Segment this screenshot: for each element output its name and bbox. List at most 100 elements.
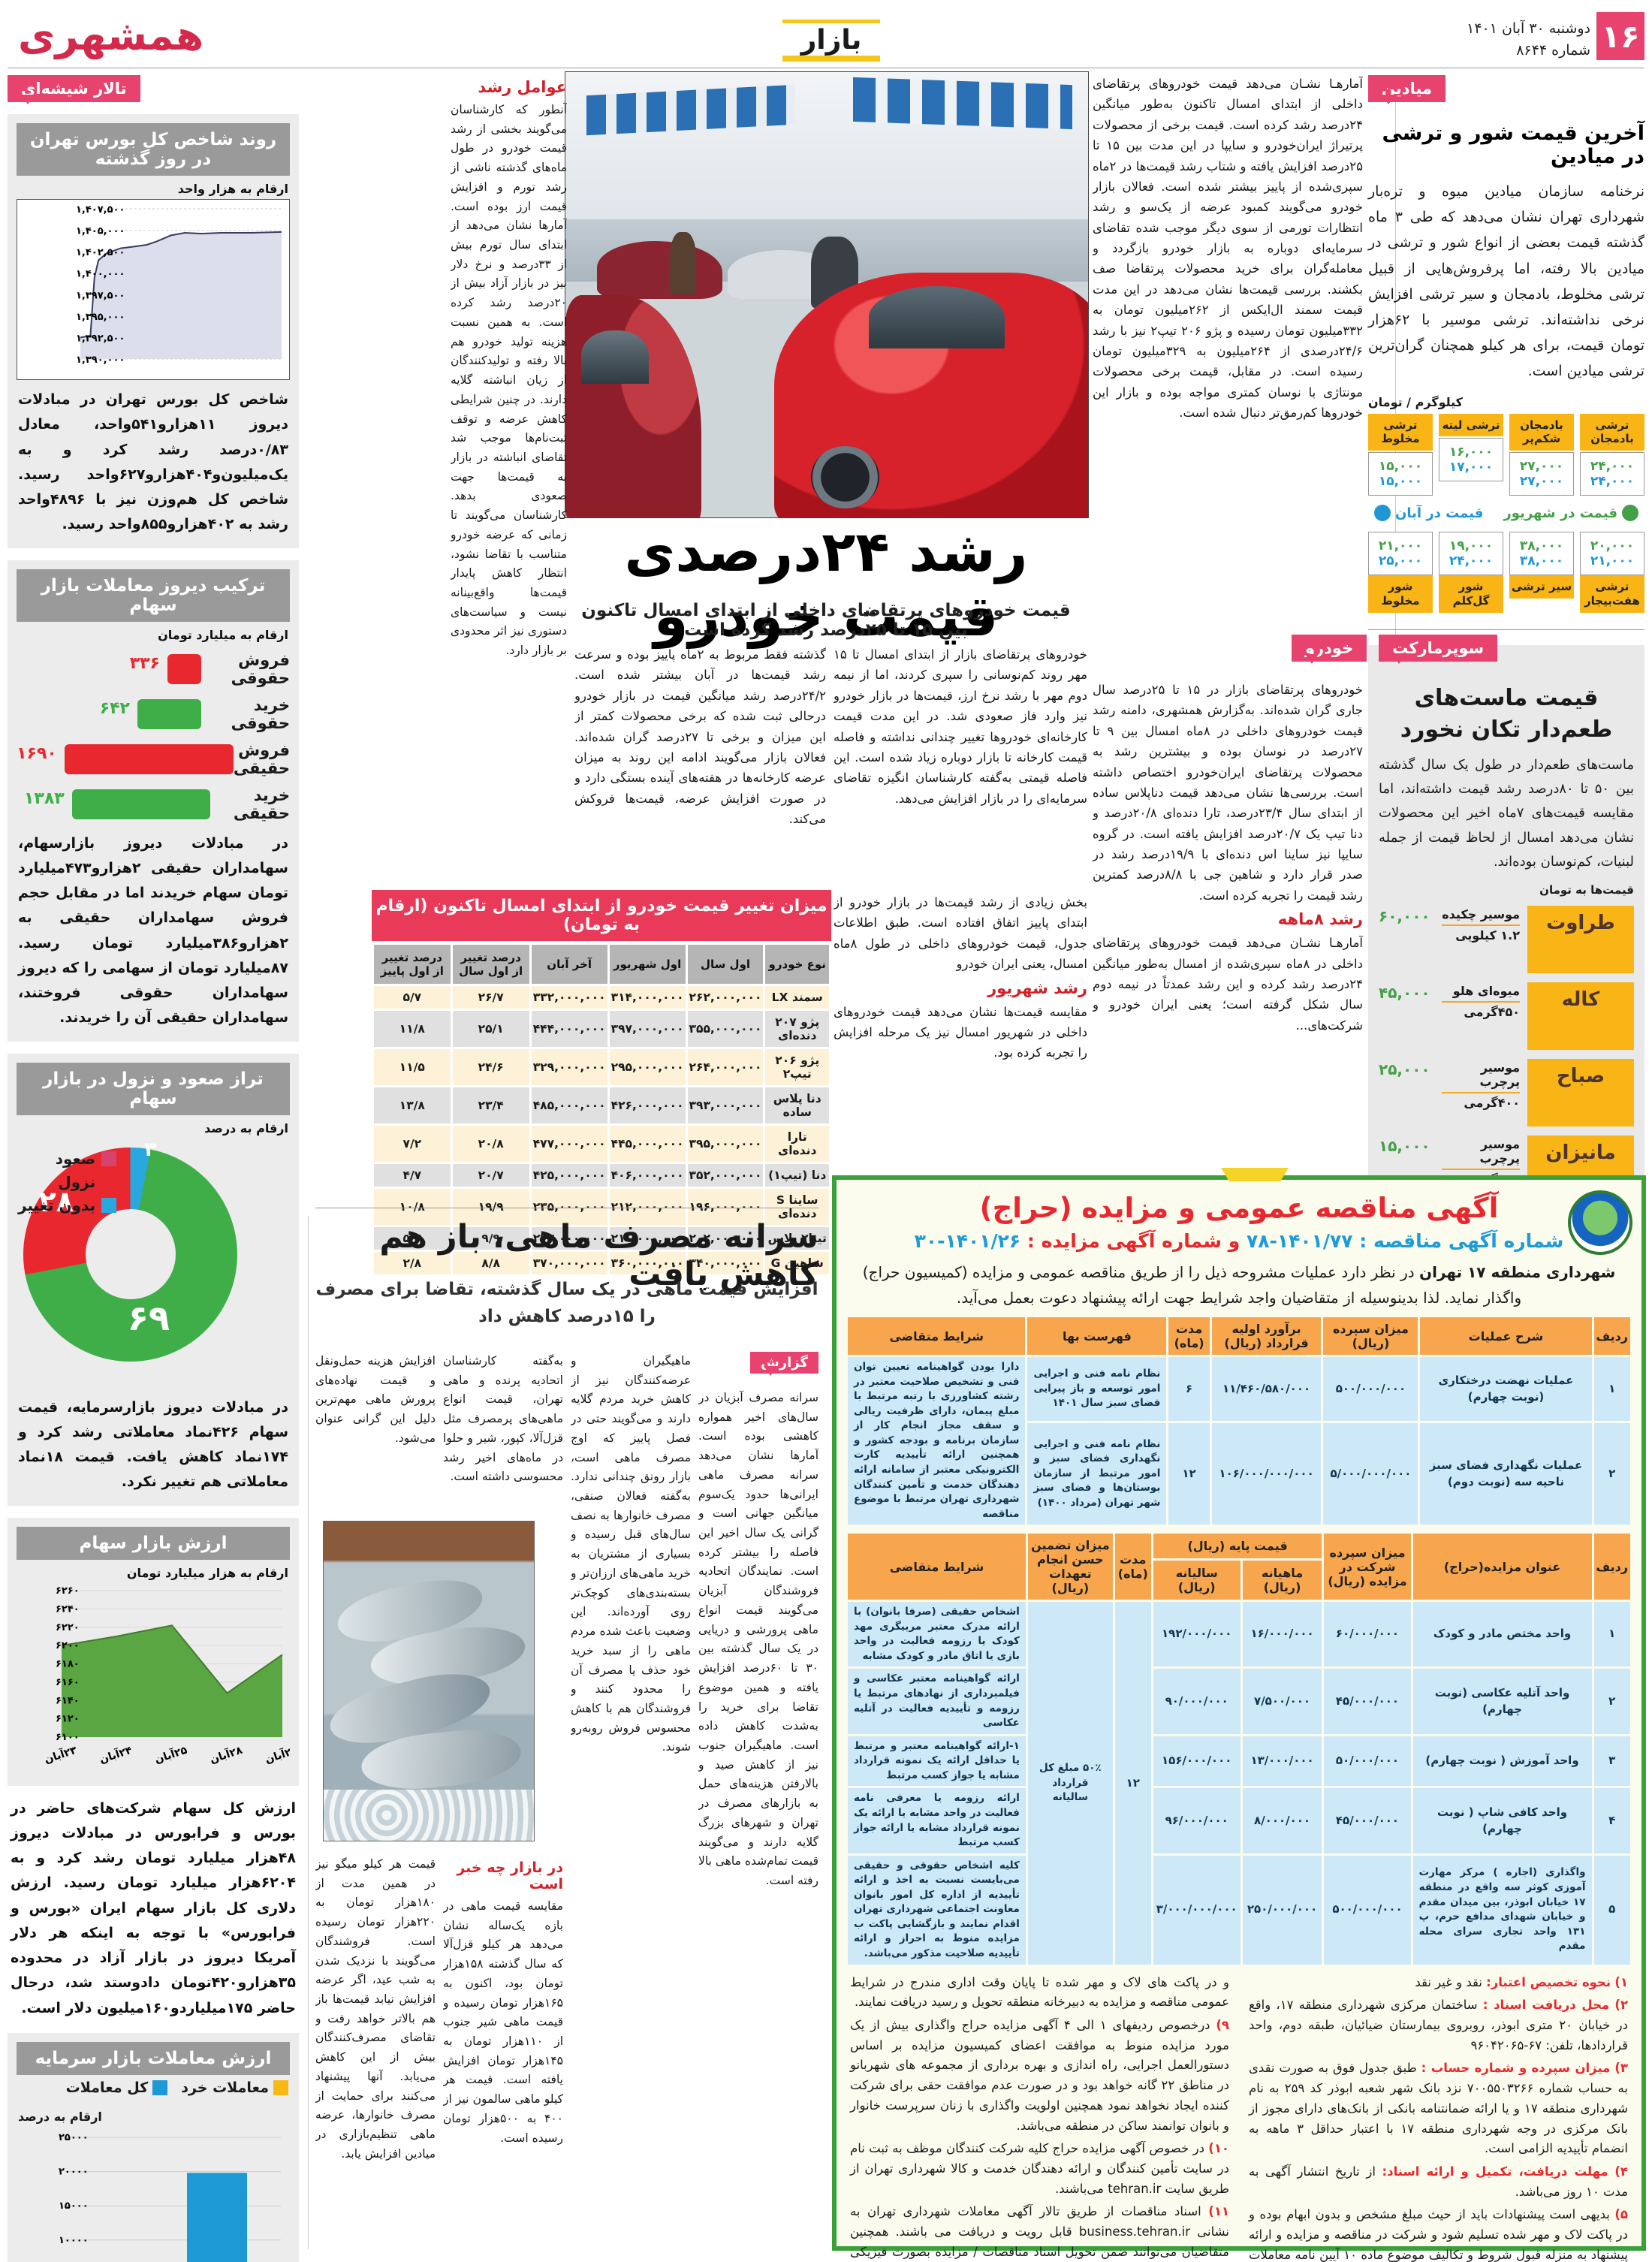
- tag-supermarket: سوپرمارکت: [1379, 634, 1498, 664]
- trades-unit: ارقام به میلیارد تومان: [158, 627, 288, 642]
- car-table-cell: ۲۶۴,۰۰۰,۰۰۰: [687, 1049, 764, 1085]
- legend-aban: قیمت در آبان: [1395, 505, 1484, 521]
- tender-header: شرایط متقاضی: [848, 1317, 1026, 1355]
- auction-cell: ۷/۵۰۰/۰۰۰: [1242, 1669, 1322, 1734]
- market-value-unit: ارقام به هزار میلیارد تومان: [126, 1565, 288, 1580]
- auction-header: عنوان مزایده(حراج): [1412, 1534, 1592, 1600]
- trades-bar-chart: فروش حقوقی ۳۳۶ خرید حقوقی ۶۴۲ فروش حقیقی ۱…: [17, 651, 290, 822]
- fish-column-3-bottom: در بازار چه خبر است مقایسه قیمت ماهی در …: [443, 1855, 563, 2249]
- trade-value-legend: معاملات خرد کل معاملات ارقام به درصد: [18, 2080, 288, 2124]
- pickle-card: ۲۰,۰۰۰ ۲۱,۰۰۰ ترشی هفت‌بیجار: [1580, 530, 1644, 613]
- pickle-card: بادمجان شکم‌پر ۲۷,۰۰۰ ۲۷,۰۰۰: [1509, 413, 1574, 496]
- trade-bar-value: ۱۳۸۳: [24, 789, 65, 808]
- tender-header: مدت (ماه): [1168, 1317, 1210, 1355]
- municipality-ad: آگهی مناقصه عمومی و مزایده (حراج) شماره …: [832, 1168, 1646, 2262]
- auction-cell: ۵: [1593, 1855, 1630, 1965]
- supermarket-lead: ماست‌های طعم‌دار در طول یک سال گذشته بین…: [1379, 756, 1635, 870]
- trade-bar: [137, 698, 201, 729]
- pickle-name: ترشی هفت‌بیجار: [1580, 575, 1644, 613]
- svg-text:۲۰۰۰۰: ۲۰۰۰۰: [59, 2166, 89, 2177]
- tag-meyadin: میادین: [1368, 75, 1446, 104]
- fish-column-3b-text: مقایسه قیمت ماهی در بازه یک‌ساله نشان می…: [443, 1899, 563, 2145]
- pickle-name: شور گل‌کلم: [1439, 575, 1503, 613]
- svg-text:۲۴آبان: ۲۴آبان: [98, 1742, 134, 1766]
- auction-cell: ۵۰/۰۰۰/۰۰۰: [1324, 1736, 1411, 1787]
- section-title: بازار: [782, 20, 880, 62]
- article-column-b1: خودروهای پرتقاضای بازار از ابتدای امسال …: [834, 647, 1087, 806]
- pickle-card: ۱۹,۰۰۰ ۲۴,۰۰۰ شور گل‌کلم: [1439, 530, 1503, 613]
- car-table-cell: ۱۹/۹: [452, 1189, 529, 1225]
- car-table-cell: سمند LX: [765, 986, 829, 1009]
- yogurt-price-list: طراوت موسیر چکیده ۱.۲ کیلویی ۶۰,۰۰۰ کاله …: [1379, 906, 1634, 1204]
- auction-cell: ۸/۰۰۰/۰۰۰: [1242, 1788, 1322, 1853]
- car-table-cell: ۴۰۶,۰۰۰,۰۰۰: [609, 1164, 686, 1187]
- yogurt-price: ۲۵,۰۰۰: [1379, 1060, 1430, 1079]
- pickle-name: ترشی مخلوط: [1368, 413, 1433, 451]
- index-chart-caption: شاخص کل بورس تهران در مبادلات دیروز ۱۱هز…: [18, 391, 288, 533]
- newspaper-logo: همشهری: [18, 12, 205, 59]
- pickle-prices: ۲۴,۰۰۰ ۲۴,۰۰۰: [1580, 452, 1644, 496]
- yogurt-desc: موسیر پرچرب: [1442, 1060, 1520, 1094]
- meyadin-unit: کیلوگرم / تومان: [1368, 394, 1463, 409]
- car-table-cell: دنا پلاس ساده: [765, 1087, 829, 1123]
- car-table-row: شاهین G ۳۴۰,۰۰۰,۰۰۰ ۳۶۰,۰۰۰,۰۰۰ ۳۷۰,۰۰۰,۰۰۰…: [374, 1252, 829, 1274]
- auction-row: ۴ واحد کافی شاپ ( نوبت چهارم) ۴۵/۰۰۰/۰۰۰…: [848, 1788, 1630, 1853]
- subhead-8month: رشد ۸ماهه: [1277, 910, 1363, 929]
- pie-legend-item: صعود: [18, 1150, 117, 1168]
- article-column-b3-text: مقایسه قیمت‌ها نشان می‌دهد قیمت خودروهای…: [834, 1004, 1087, 1060]
- auction-header: ردیف: [1593, 1534, 1630, 1600]
- price-aban: ۲۴,۰۰۰: [1590, 474, 1635, 489]
- legend-square-icon: [273, 2080, 288, 2095]
- svg-text:۱,۳۹۷,۵۰۰: ۱,۳۹۷,۵۰۰: [76, 290, 125, 301]
- car-table-row: دنا پلاس ساده ۳۹۳,۰۰۰,۰۰۰ ۴۲۶,۰۰۰,۰۰۰ ۴۸۵,۰…: [374, 1087, 829, 1123]
- ad-note: ۱) نحوه تخصیص اعتبار: نقد و غیر نقد: [1415, 1974, 1628, 1989]
- auction-cell: ۴۵/۰۰۰/۰۰۰: [1324, 1788, 1411, 1853]
- auction-cell: ۳: [1593, 1736, 1630, 1787]
- svg-text:۲۵۰۰۰: ۲۵۰۰۰: [59, 2132, 89, 2143]
- tender-cell: نظام نامه فنی و اجرایی نگهداری فضای سبز …: [1027, 1423, 1167, 1525]
- rise-fall-donut-chart: ۳ ۶۹ ۲۸ صعود نزول بدون تغییر: [17, 1139, 290, 1388]
- auction-conditions: ارائه گواهینامه معتبر عکاسی و فیلمبرداری…: [848, 1669, 1026, 1734]
- pickle-prices: ۱۹,۰۰۰ ۲۴,۰۰۰: [1439, 532, 1503, 575]
- car-table-header: اول سال: [687, 945, 764, 984]
- car-table-cell: ۱۱/۸: [374, 1011, 451, 1047]
- car-table-row: پژو ۲۰۶ تیپ۲ ۲۶۴,۰۰۰,۰۰۰ ۲۹۵,۰۰۰,۰۰۰ ۳۲۹,۰۰…: [374, 1049, 829, 1085]
- price-september: ۲۰,۰۰۰: [1590, 538, 1635, 553]
- auction-cell: ۹۰/۰۰۰/۰۰۰: [1153, 1669, 1241, 1734]
- car-table-cell: ۳۳۲,۰۰۰,۰۰۰: [531, 986, 607, 1009]
- trade-bar-label: خرید حقوقی: [231, 695, 290, 732]
- ad-note: ۴) مهلت دریافت، تکمیل و ارائه اسناد: از …: [1249, 2164, 1628, 2199]
- ad-auction-no-label: و شماره آگهی مزایده :: [1026, 1230, 1241, 1252]
- pickle-prices: ۲۷,۰۰۰ ۲۷,۰۰۰: [1509, 452, 1574, 496]
- pickle-name: شور مخلوط: [1368, 575, 1433, 613]
- car-table-cell: ۲۳۵,۰۰۰,۰۰۰: [531, 1189, 607, 1225]
- ad-notes: ۱) نحوه تخصیص اعتبار: نقد و غیر نقد ۲) مح…: [850, 1973, 1628, 2262]
- date: دوشنبه ۳۰ آبان ۱۴۰۱: [1467, 20, 1590, 37]
- pickle-card: ۳۸,۰۰۰ ۳۸,۰۰۰ سیر ترشی: [1509, 530, 1574, 613]
- car-table-cell: ۲۶۲,۰۰۰,۰۰۰: [687, 986, 764, 1009]
- pie-legend-item: بدون تغییر: [18, 1196, 117, 1214]
- trade-bar-row: خرید حقوقی ۶۴۲: [17, 696, 290, 732]
- price-aban: ۲۱,۰۰۰: [1590, 553, 1635, 569]
- car-table-cell: ۳۷۰,۰۰۰,۰۰۰: [531, 1252, 607, 1274]
- pickle-name: ترشی بادمجان: [1580, 413, 1644, 451]
- article-headline: رشد ۲۴درصدی قیمت خودرو: [624, 520, 1028, 649]
- car-table-cell: ۲/۸: [374, 1252, 451, 1274]
- trades-title: ترکیب دیروز معاملات بازار سهام: [17, 569, 290, 622]
- pickle-prices: ۳۸,۰۰۰ ۳۸,۰۰۰: [1509, 532, 1574, 575]
- car-table-cell: ۴۷۷,۰۰۰,۰۰۰: [531, 1126, 607, 1162]
- tender-row: ۱ عملیات نهضت درختکاری (نوبت چهارم) ۵۰۰/…: [848, 1357, 1630, 1525]
- auction-cell: ۱۵۶/۰۰۰/۰۰۰: [1153, 1736, 1241, 1787]
- price-september: ۳۸,۰۰۰: [1519, 538, 1564, 553]
- car-table-cell: ۷/۲: [374, 1126, 451, 1162]
- donut-hole: [86, 1208, 176, 1299]
- fish-column-3-top: به‌گفته کارشناسان اتحادیه پرنده و ماهی ت…: [443, 1354, 563, 1484]
- legend-square-icon: [101, 1197, 117, 1213]
- yogurt-item: کاله میوه‌ای هلو ۴۵۰گرمی ۴۵,۰۰۰: [1379, 982, 1634, 1051]
- subhead-growth-factors: عوامل رشد: [478, 78, 567, 96]
- tag-talar: تالار شیشه‌ای: [8, 75, 140, 104]
- auction-conditions: اشخاص حقیقی (صرفا بانوان) با ارائه مدرک …: [848, 1602, 1026, 1667]
- svg-text:۱۰۰۰۰: ۱۰۰۰۰: [59, 2235, 89, 2246]
- column-rule-right: [1395, 75, 1396, 1172]
- car-table-cell: ۳۵۲,۰۰۰,۰۰۰: [687, 1164, 764, 1187]
